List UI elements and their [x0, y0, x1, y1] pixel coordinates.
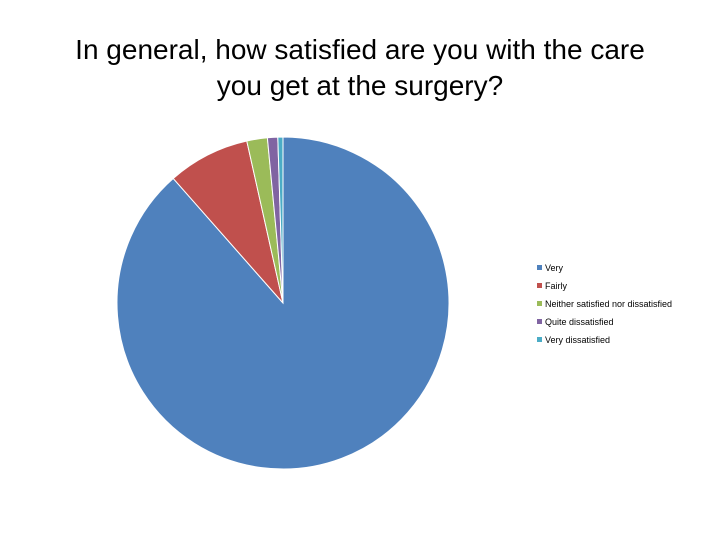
- legend-swatch: [537, 319, 542, 324]
- pie-slice-very-dissatisfied: [277, 136, 284, 304]
- legend-item-very: Very: [537, 263, 564, 273]
- legend-label: Very: [545, 263, 564, 273]
- legend-item-fairly: Fairly: [537, 281, 567, 291]
- legend-swatch: [537, 301, 542, 306]
- legend-swatch: [537, 337, 542, 342]
- chart-title-line-1: In general, how satisfied are you with t…: [75, 34, 645, 65]
- chart-legend: Very Fairly Neither satisfied nor dissatis…: [537, 263, 672, 345]
- legend-label: Fairly: [545, 281, 567, 291]
- legend-label: Neither satisfied nor dissatisfied: [545, 299, 672, 309]
- legend-swatch: [537, 283, 542, 288]
- legend-item-neither-satisfied-nor-dissatisfied: Neither satisfied nor dissatisfied: [537, 299, 672, 309]
- legend-label: Very dissatisfied: [545, 335, 610, 345]
- chart-title: In general, how satisfied are you with t…: [40, 32, 680, 104]
- legend-item-quite-dissatisfied: Quite dissatisfied: [537, 317, 614, 327]
- legend-swatch: [537, 265, 542, 270]
- legend-label: Quite dissatisfied: [545, 317, 614, 327]
- pie-slice-very: [116, 136, 450, 470]
- chart-title-line-2: you get at the surgery?: [216, 70, 504, 101]
- legend-item-very-dissatisfied: Very dissatisfied: [537, 335, 610, 345]
- pie-slices: [116, 136, 450, 470]
